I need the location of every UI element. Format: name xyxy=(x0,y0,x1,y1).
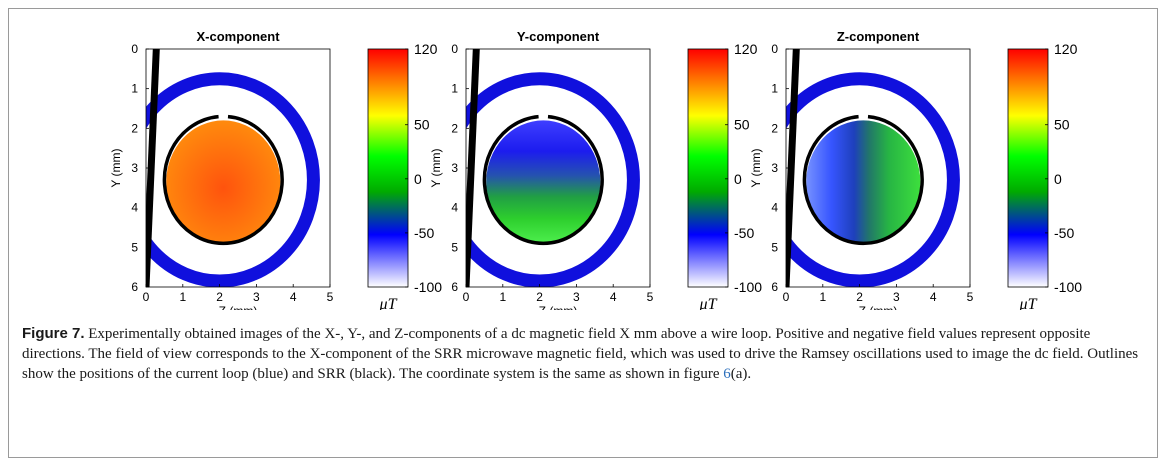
x-tick-label: 3 xyxy=(893,290,900,304)
y-tick-label: 0 xyxy=(131,42,138,56)
caption-label: Figure 7. xyxy=(22,325,85,342)
panel-title: Z-component xyxy=(837,29,920,44)
y-axis-label: Y (mm) xyxy=(749,148,763,187)
colorbar-tick-label: -100 xyxy=(414,279,442,295)
plot-area xyxy=(786,49,960,287)
panel-y-component: Y-component 0 1 2 3 4 5 Z (mm) 0 1 2 3 4 5 6 Y (mm) 120 5… xyxy=(429,29,762,310)
x-tick-label: 5 xyxy=(327,290,334,304)
x-axis-label: Z (mm) xyxy=(859,304,898,310)
x-tick-label: 0 xyxy=(783,290,790,304)
x-tick-label: 2 xyxy=(856,290,863,304)
y-tick-label: 0 xyxy=(771,42,778,56)
x-tick-label: 3 xyxy=(573,290,580,304)
y-axis-label: Y (mm) xyxy=(429,148,443,187)
panel-x-component: X-component 0 1 2 3 4 5 Z (mm) 0 1 2 3 4 5 6 Y (mm) 120 5… xyxy=(109,29,442,310)
srr-outline xyxy=(802,114,924,246)
colorbar-unit: μT xyxy=(699,296,718,310)
colorbar-tick-label: 50 xyxy=(414,117,430,133)
colorbar-tick-label: -50 xyxy=(414,225,434,241)
x-axis-label: Z (mm) xyxy=(539,304,578,310)
y-tick-label: 4 xyxy=(131,201,138,215)
colorbar xyxy=(367,48,409,288)
colorbar xyxy=(1007,48,1049,288)
y-tick-label: 5 xyxy=(451,240,458,254)
y-tick-label: 1 xyxy=(131,82,138,96)
y-tick-label: 5 xyxy=(771,240,778,254)
panel-z-component: Z-component 0 1 2 3 4 5 Z (mm) 0 1 2 3 4 5 6 Y (mm) 120 5… xyxy=(749,29,1082,310)
x-tick-label: 4 xyxy=(610,290,617,304)
colorbar-tick-label: -50 xyxy=(1054,225,1074,241)
colorbar-tick-label: -100 xyxy=(734,279,762,295)
figure-frame xyxy=(8,8,1158,458)
y-tick-label: 1 xyxy=(771,82,778,96)
x-tick-label: 2 xyxy=(536,290,543,304)
y-tick-label: 1 xyxy=(451,82,458,96)
colorbar-tick-label: 0 xyxy=(734,171,742,187)
x-tick-label: 1 xyxy=(179,290,186,304)
figure-caption: Figure 7. Experimentally obtained images… xyxy=(22,324,1142,384)
x-tick-label: 5 xyxy=(967,290,974,304)
plot-area xyxy=(146,49,320,287)
colorbar-tick-label: 120 xyxy=(414,41,438,57)
field-image xyxy=(166,120,281,244)
caption-text-end: (a). xyxy=(730,366,752,382)
colorbar-unit: μT xyxy=(1019,296,1038,310)
y-tick-label: 6 xyxy=(131,280,138,294)
caption-text: Experimentally obtained images of the X-… xyxy=(22,326,1139,382)
x-tick-label: 1 xyxy=(819,290,826,304)
y-tick-label: 3 xyxy=(131,161,138,175)
colorbar-tick-label: -100 xyxy=(1054,279,1082,295)
current-loop xyxy=(466,72,640,287)
colorbar-tick-label: 120 xyxy=(1054,41,1078,57)
colorbar-unit: μT xyxy=(379,296,398,310)
field-image xyxy=(486,120,601,244)
figure-link[interactable]: 6 xyxy=(723,366,731,382)
y-tick-label: 3 xyxy=(771,161,778,175)
y-tick-label: 2 xyxy=(771,121,778,135)
x-tick-label: 0 xyxy=(143,290,150,304)
y-axis-label: Y (mm) xyxy=(109,148,123,187)
y-tick-label: 4 xyxy=(771,201,778,215)
colorbar-tick-label: 50 xyxy=(734,117,750,133)
x-tick-label: 5 xyxy=(647,290,654,304)
colorbar-tick-label: -50 xyxy=(734,225,754,241)
y-tick-label: 4 xyxy=(451,201,458,215)
current-loop xyxy=(786,72,960,287)
y-tick-label: 6 xyxy=(771,280,778,294)
colorbar-tick-label: 120 xyxy=(734,41,758,57)
panel-title: Y-component xyxy=(517,29,600,44)
y-tick-label: 5 xyxy=(131,240,138,254)
colorbar-tick-label: 0 xyxy=(414,171,422,187)
colorbar-tick-label: 0 xyxy=(1054,171,1062,187)
x-tick-label: 2 xyxy=(216,290,223,304)
plot-area xyxy=(466,49,640,287)
y-tick-label: 6 xyxy=(451,280,458,294)
y-tick-label: 2 xyxy=(451,121,458,135)
current-loop xyxy=(146,72,320,287)
srr-outline xyxy=(162,114,284,246)
x-tick-label: 1 xyxy=(499,290,506,304)
panel-title: X-component xyxy=(196,29,280,44)
field-image xyxy=(806,120,921,244)
colorbar xyxy=(687,48,729,288)
y-tick-label: 0 xyxy=(451,42,458,56)
x-tick-label: 4 xyxy=(930,290,937,304)
y-tick-label: 2 xyxy=(131,121,138,135)
colorbar-tick-label: 50 xyxy=(1054,117,1070,133)
x-axis-label: Z (mm) xyxy=(219,304,258,310)
y-tick-label: 3 xyxy=(451,161,458,175)
x-tick-label: 0 xyxy=(463,290,470,304)
x-tick-label: 4 xyxy=(290,290,297,304)
x-tick-label: 3 xyxy=(253,290,260,304)
srr-outline xyxy=(482,114,604,246)
